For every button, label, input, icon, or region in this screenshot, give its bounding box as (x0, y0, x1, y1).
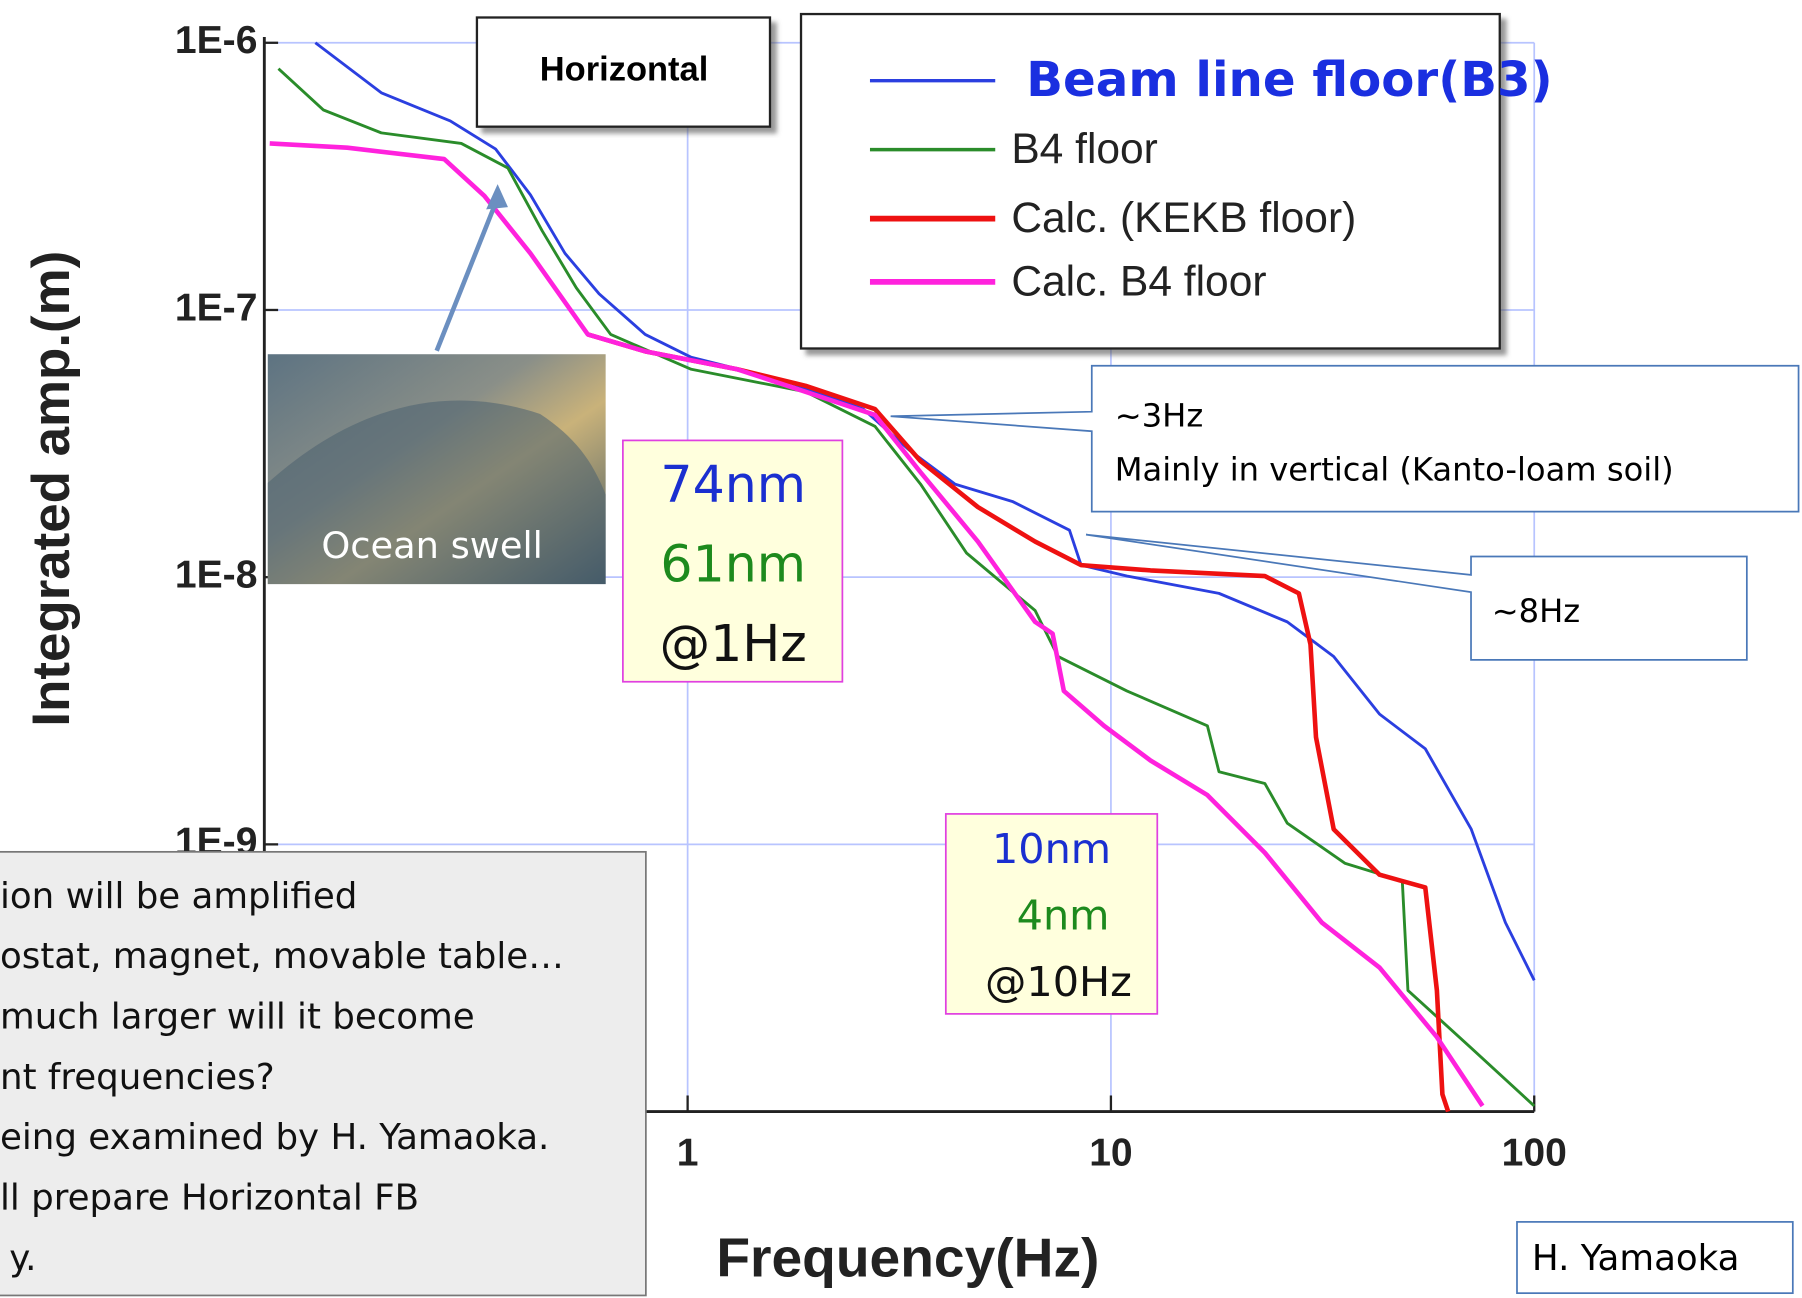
legend-label: Calc. (KEKB floor) (1011, 195, 1356, 242)
x-tick-label: 100 (1502, 1132, 1567, 1175)
value-box-text: 61nm (660, 534, 806, 593)
x-axis-label: Frequency(Hz) (716, 1227, 1099, 1289)
page: 1E-91E-81E-71E-6110100Frequency(Hz)Integ… (0, 0, 1802, 1298)
chart: 1E-91E-81E-71E-6110100Frequency(Hz)Integ… (0, 0, 1802, 1298)
overlays: Horizontal Beam line floor(B3) B4 floor Ca… (0, 14, 1799, 1295)
arrow-head (486, 184, 508, 209)
callout-text: ~8Hz (1492, 592, 1580, 630)
legend-label: Calc. B4 floor (1011, 258, 1266, 305)
value-box-text: 4nm (1017, 891, 1110, 939)
panel-label: Horizontal (540, 51, 709, 89)
value-box-text: @10Hz (985, 958, 1132, 1006)
callout-box (1086, 535, 1747, 660)
x-tick-label: 10 (1089, 1132, 1132, 1175)
y-tick-label: 1E-6 (175, 19, 258, 62)
credit: H. Yamaoka (1532, 1238, 1740, 1279)
value-box-text: 74nm (660, 455, 806, 514)
value-box-text: @1Hz (660, 614, 807, 673)
note-line: nt frequencies? (0, 1057, 275, 1098)
legend-label: Beam line floor(B3) (1026, 52, 1552, 108)
note-line: ion will be amplified (0, 876, 357, 917)
y-axis-label: Integrated amp.(m) (22, 251, 81, 727)
note-line: much larger will it become (0, 996, 475, 1037)
photo-caption: Ocean swell (321, 524, 543, 567)
value-box-text: 10nm (992, 825, 1111, 873)
note-line: y. (9, 1238, 36, 1279)
callout-text: ~3Hz (1115, 396, 1203, 434)
y-tick-label: 1E-7 (175, 286, 258, 329)
callout-text: Mainly in vertical (Kanto-loam soil) (1115, 450, 1674, 488)
callout-box (891, 366, 1799, 512)
x-tick-label: 1 (677, 1132, 699, 1175)
arrow (437, 198, 498, 351)
note-line: eing examined by H. Yamaoka. (0, 1117, 549, 1158)
note-line: ostat, magnet, movable table… (0, 936, 564, 977)
legend-label: B4 floor (1011, 126, 1158, 173)
note-line: ll prepare Horizontal FB (0, 1177, 419, 1218)
y-tick-label: 1E-8 (175, 554, 258, 597)
